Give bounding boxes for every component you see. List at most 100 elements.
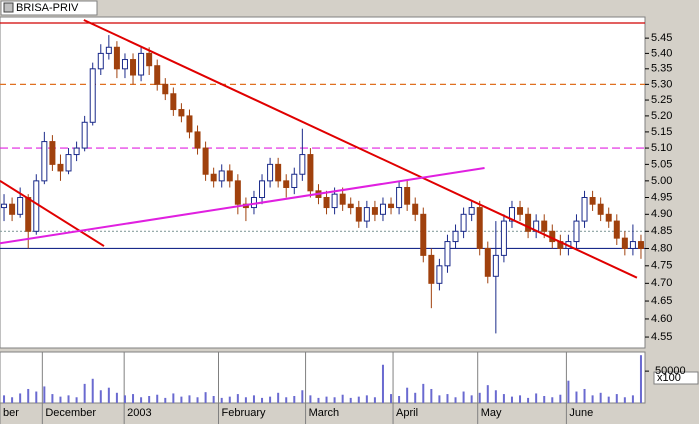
candle-body: [371, 207, 378, 215]
candle-body: [267, 163, 274, 182]
candle-body: [597, 203, 604, 215]
candle-body: [388, 203, 395, 209]
candle-body: [500, 220, 507, 256]
candle-body: [581, 196, 588, 222]
candle-body: [436, 265, 443, 284]
candle-body: [508, 207, 515, 222]
candle-body: [637, 241, 644, 249]
candle-body: [234, 180, 241, 205]
candle-body: [541, 220, 548, 232]
y-tick-label: 5.20: [651, 110, 672, 122]
candle-body: [468, 207, 475, 215]
volume-panel: [0, 351, 646, 404]
volume-tick-label: 50000: [655, 365, 686, 377]
candle-body: [202, 147, 209, 175]
candle-body: [613, 220, 620, 239]
title-box: [0, 0, 98, 16]
x-tick-label: March: [309, 407, 340, 419]
candle-body: [476, 207, 483, 249]
candle-body: [17, 196, 24, 215]
y-tick-label: 4.90: [651, 208, 672, 220]
candle-body: [589, 196, 596, 205]
candle-body: [492, 254, 499, 277]
candle-body: [33, 180, 40, 232]
candle-body: [73, 147, 80, 156]
x-tick-label: ber: [3, 407, 19, 419]
price-panel: [0, 16, 646, 349]
candle-body: [525, 213, 532, 232]
candle-body: [121, 59, 128, 70]
candle-body: [162, 83, 169, 95]
y-tick-label: 4.95: [651, 191, 672, 203]
x-tick-label: May: [481, 407, 502, 419]
candle-body: [178, 109, 185, 117]
candle-body: [170, 93, 177, 111]
y-tick-label: 4.65: [651, 295, 672, 307]
y-tick-label: 5.35: [651, 63, 672, 75]
candle-body: [138, 52, 145, 76]
y-tick-label: 5.40: [651, 47, 672, 59]
candle-body: [210, 173, 217, 182]
candle-body: [396, 186, 403, 209]
trendline: [0, 180, 105, 247]
candle-body: [130, 59, 137, 76]
y-tick-label: 5.25: [651, 94, 672, 106]
candle-body: [379, 203, 386, 215]
candle-body: [363, 207, 370, 222]
candle-body: [355, 207, 362, 222]
candle-body: [218, 170, 225, 182]
candle-body: [146, 52, 153, 67]
volume-unit: x100: [657, 372, 681, 384]
y-tick-label: 4.85: [651, 225, 672, 237]
candle-body: [250, 196, 257, 209]
x-tick-label: June: [569, 407, 593, 419]
candle-body: [154, 65, 161, 85]
y-tick-label: 5.05: [651, 158, 672, 170]
candle-body: [57, 163, 64, 172]
candle-body: [283, 180, 290, 188]
candle-body: [460, 213, 467, 232]
candle-body: [339, 193, 346, 205]
y-tick-label: 4.75: [651, 260, 672, 272]
y-tick-label: 5.10: [651, 142, 672, 154]
candle-body: [49, 141, 56, 165]
candle-body: [412, 203, 419, 215]
y-tick-label: 4.80: [651, 242, 672, 254]
candle-body: [186, 115, 193, 133]
x-tick-label: 2003: [127, 407, 151, 419]
candle-body: [105, 46, 112, 54]
candle-body: [347, 203, 354, 209]
candle-body: [81, 121, 88, 149]
candle-body: [331, 193, 338, 209]
candle-body: [1, 203, 8, 209]
candle-body: [517, 207, 524, 215]
chart-title: BRISA-PRIV: [16, 2, 79, 14]
candle-body: [9, 203, 16, 215]
x-tick-label: February: [221, 407, 266, 419]
candle-body: [307, 154, 314, 192]
candle-body: [259, 180, 266, 198]
y-tick-label: 5.15: [651, 126, 672, 138]
candle-body: [404, 186, 411, 205]
y-tick-label: 4.60: [651, 313, 672, 325]
title-icon: [3, 2, 14, 13]
candle-body: [420, 213, 427, 256]
candle-body: [113, 46, 120, 70]
candle-body: [194, 131, 201, 149]
candle-body: [323, 196, 330, 209]
x-tick-label: April: [396, 407, 418, 419]
candle-body: [452, 230, 459, 243]
y-tick-label: 4.70: [651, 277, 672, 289]
candle-body: [484, 247, 491, 277]
x-tick-label: December: [45, 407, 96, 419]
trendline: [83, 19, 638, 279]
candle-body: [299, 154, 306, 175]
candle-body: [275, 163, 282, 182]
trendline: [0, 166, 485, 245]
candle-body: [428, 254, 435, 284]
candle-body: [291, 173, 298, 188]
candle-body: [65, 154, 72, 172]
y-tick-label: 4.55: [651, 331, 672, 343]
y-tick-label: 5.45: [651, 32, 672, 44]
